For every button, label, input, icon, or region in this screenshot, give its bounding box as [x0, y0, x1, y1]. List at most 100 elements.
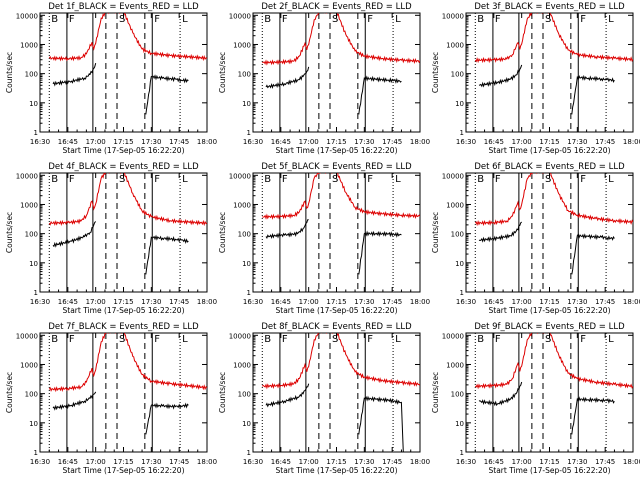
y-tick-label: 1	[460, 289, 464, 297]
interval-label: S	[332, 14, 338, 25]
x-tick-label: 17:45	[595, 298, 615, 306]
y-tick-label: 1000	[446, 41, 464, 49]
y-tick-label: 100	[238, 231, 251, 239]
series-events-line	[571, 233, 615, 275]
x-tick-label: 17:45	[595, 458, 615, 466]
series-events-line	[265, 219, 309, 240]
interval-label: F	[154, 14, 160, 25]
series-lld-line	[474, 173, 633, 227]
interval-label: S	[119, 14, 125, 25]
y-tick-label: 10	[242, 420, 251, 428]
interval-label: L	[608, 14, 614, 25]
y-tick-label: 1000	[20, 201, 38, 209]
series-events-line	[478, 381, 523, 407]
x-tick-label: 17:30	[567, 458, 587, 466]
x-tick-label: 18:00	[197, 138, 217, 146]
x-tick-label: 18:00	[410, 138, 430, 146]
y-tick-label: 10000	[442, 172, 464, 180]
plot-frame	[252, 332, 421, 453]
series-events-line	[571, 74, 615, 115]
series-group	[474, 333, 633, 435]
x-tick-label: 16:30	[456, 298, 476, 306]
x-tick-label: 17:00	[512, 458, 532, 466]
interval-label: S	[545, 334, 551, 345]
plot-frame	[252, 12, 421, 133]
x-tick-label: 16:30	[30, 298, 50, 306]
x-tick-label: 17:45	[169, 298, 189, 306]
series-lld-line	[261, 333, 420, 390]
series-group	[48, 333, 207, 435]
y-axis-label: Counts/sec	[431, 52, 440, 93]
x-tick-label: 17:45	[169, 458, 189, 466]
x-tick-label: 17:15	[326, 458, 346, 466]
x-tick-label: 16:30	[243, 458, 263, 466]
x-tick-label: 17:30	[141, 458, 161, 466]
series-lld-line	[262, 173, 420, 220]
y-tick-label: 10000	[16, 12, 38, 20]
plot-frame	[465, 12, 634, 133]
x-tick-label: 18:00	[197, 298, 217, 306]
x-tick-label: 18:00	[410, 458, 430, 466]
interval-label: B	[264, 174, 271, 185]
x-tick-label: 17:00	[86, 458, 106, 466]
y-tick-label: 1	[460, 129, 464, 137]
y-tick-label: 1000	[233, 361, 251, 369]
y-tick-label: 1000	[20, 41, 38, 49]
x-tick-label: 16:45	[58, 298, 78, 306]
series-lld-line	[48, 333, 207, 393]
series-lld-line	[262, 13, 420, 66]
interval-label: L	[182, 334, 188, 345]
y-tick-label: 1	[247, 289, 251, 297]
interval-label: F	[580, 174, 586, 185]
y-tick-label: 1000	[20, 361, 38, 369]
x-tick-label: 17:45	[382, 458, 402, 466]
series-lld-line	[474, 13, 633, 64]
interval-label: B	[51, 14, 58, 25]
y-axis-label: Counts/sec	[218, 372, 227, 413]
interval-label: L	[395, 14, 401, 25]
series-events-line	[145, 74, 189, 115]
y-tick-label: 100	[451, 231, 464, 239]
x-tick-label: 17:00	[86, 138, 106, 146]
interval-label: B	[264, 14, 271, 25]
interval-label: B	[477, 174, 484, 185]
x-tick-label: 17:00	[299, 298, 319, 306]
interval-label: F	[69, 14, 75, 25]
x-tick-label: 18:00	[623, 458, 640, 466]
y-tick-label: 1	[34, 289, 38, 297]
x-tick-label: 16:30	[456, 138, 476, 146]
y-tick-label: 100	[451, 71, 464, 79]
x-tick-label: 17:00	[512, 298, 532, 306]
series-events-line	[571, 396, 615, 435]
series-group	[262, 13, 420, 115]
interval-label: B	[51, 174, 58, 185]
y-tick-label: 1000	[233, 41, 251, 49]
x-tick-label: 17:15	[113, 458, 133, 466]
x-tick-label: 17:15	[113, 138, 133, 146]
series-events-line	[52, 221, 97, 248]
series-events-line	[358, 395, 404, 452]
interval-label: S	[545, 174, 551, 185]
interval-label: B	[51, 334, 58, 345]
y-tick-label: 10000	[16, 332, 38, 340]
x-tick-label: 16:30	[243, 138, 263, 146]
x-tick-label: 17:45	[595, 138, 615, 146]
x-tick-label: 17:00	[86, 298, 106, 306]
interval-label: L	[182, 174, 188, 185]
x-tick-label: 17:30	[567, 298, 587, 306]
x-tick-label: 17:30	[354, 138, 374, 146]
series-events-line	[52, 62, 97, 87]
x-tick-label: 16:45	[271, 138, 291, 146]
panel-title: Det 4f_BLACK = Events_RED = LLD	[48, 162, 199, 172]
series-events-line	[265, 66, 310, 90]
series-events-line	[358, 75, 402, 115]
x-tick-label: 17:30	[354, 298, 374, 306]
series-group	[474, 13, 633, 115]
x-axis-label: Start Time (17-Sep-05 16:22:20)	[63, 146, 185, 155]
y-tick-label: 10	[29, 260, 38, 268]
y-tick-label: 100	[238, 71, 251, 79]
panel-title: Det 2f_BLACK = Events_RED = LLD	[261, 2, 412, 12]
